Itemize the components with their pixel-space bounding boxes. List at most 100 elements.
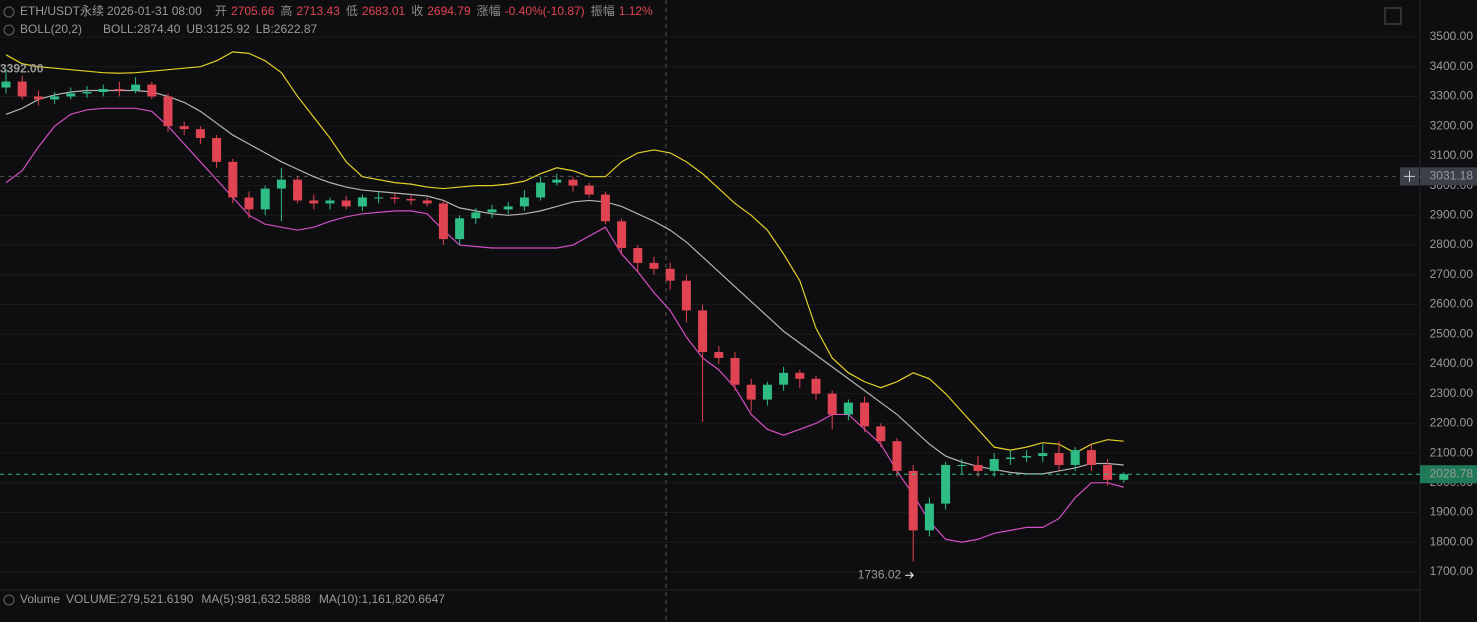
- volume-value: MA(5):981,632.5888: [201, 592, 311, 606]
- candle-body: [212, 138, 222, 162]
- candle-body: [1, 81, 11, 88]
- candle-body: [860, 402, 870, 427]
- field-label: 高: [280, 3, 292, 18]
- candle-body: [843, 402, 853, 415]
- candle-body: [228, 161, 238, 198]
- field-value: 2683.01: [362, 4, 406, 18]
- candle-body: [633, 248, 643, 263]
- candle-body: [471, 212, 481, 219]
- candle-body: [779, 372, 789, 385]
- candle-body: [600, 194, 610, 222]
- field-value: 2694.79: [427, 4, 471, 18]
- crosshair-tag: [1420, 167, 1477, 186]
- field-label: 低: [346, 4, 358, 18]
- candle-body: [811, 378, 821, 394]
- low-annotation: 1736.02: [858, 567, 902, 581]
- crosshair-label: 3031.18: [1430, 169, 1474, 183]
- y-tick-label: 3100.00: [1430, 148, 1474, 162]
- candle-body: [730, 357, 740, 385]
- candle-body: [795, 372, 805, 379]
- candle-body: [941, 464, 951, 504]
- collapse-icon[interactable]: [3, 594, 15, 606]
- candle-body: [50, 96, 60, 100]
- candle-body: [33, 96, 43, 100]
- arrow: [905, 571, 914, 579]
- y-tick-label: 2500.00: [1430, 326, 1474, 340]
- candle-body: [827, 393, 837, 415]
- last-price-tag: [1420, 465, 1477, 484]
- y-tick-label: 2800.00: [1430, 237, 1474, 251]
- expand-icon[interactable]: [1384, 7, 1402, 25]
- candle-body: [131, 84, 141, 91]
- candle-body: [503, 206, 513, 210]
- candle-body: [309, 200, 319, 204]
- y-tick-label: 1700.00: [1430, 564, 1474, 578]
- field-label: 收: [411, 4, 423, 18]
- candle-body: [681, 280, 691, 311]
- field-value: 2713.43: [296, 4, 340, 18]
- candle-body: [584, 185, 594, 195]
- collapse-icon[interactable]: [3, 24, 15, 36]
- candle-body: [1070, 450, 1080, 465]
- y-tick-label: 2600.00: [1430, 297, 1474, 311]
- last-price-label: 2028.78: [1430, 466, 1474, 480]
- candle-body: [374, 197, 384, 199]
- candle-body: [908, 470, 918, 531]
- time: 2026-01-31 08:00: [107, 4, 202, 18]
- candle-body: [617, 221, 627, 249]
- candle-body: [892, 441, 902, 471]
- y-tick-label: 2100.00: [1430, 445, 1474, 459]
- candle-body: [973, 464, 983, 471]
- field-label: 涨幅: [477, 3, 501, 18]
- candle-body: [163, 96, 173, 127]
- y-tick-label: 3300.00: [1430, 89, 1474, 103]
- candle-body: [1119, 474, 1129, 480]
- field-value: 1.12%: [619, 4, 653, 18]
- field-label: 振幅: [591, 3, 615, 18]
- field-value: 2705.66: [231, 4, 275, 18]
- candle-body: [438, 203, 448, 240]
- candle-body: [1005, 457, 1015, 460]
- candle-body: [390, 197, 400, 199]
- candle-body: [649, 262, 659, 269]
- y-tick-label: 3500.00: [1430, 29, 1474, 43]
- candle-body: [357, 197, 367, 207]
- candle-body: [714, 352, 724, 358]
- candle-body: [17, 81, 27, 97]
- candle-body: [1103, 464, 1113, 480]
- candle-body: [989, 459, 999, 471]
- indicator-value: UB:3125.92: [186, 22, 250, 36]
- plus-icon: [1404, 170, 1415, 182]
- field-value: -0.40%(-10.87): [505, 4, 585, 18]
- candle-body: [1038, 453, 1048, 457]
- candle-body: [195, 129, 205, 139]
- candle-body: [422, 200, 432, 204]
- candle-body: [276, 179, 286, 189]
- candle-body: [406, 198, 416, 201]
- candle-body: [66, 93, 76, 97]
- indicator-label: BOLL(20,2): [20, 22, 82, 36]
- candle-body: [698, 310, 708, 353]
- candle-body: [341, 200, 351, 207]
- y-tick-label: 3200.00: [1430, 118, 1474, 132]
- candle-body: [487, 209, 497, 213]
- symbol: ETH/USDT永续: [20, 4, 104, 18]
- y-tick-label: 2700.00: [1430, 267, 1474, 281]
- volume-value: MA(10):1,161,820.6647: [319, 592, 445, 606]
- candle-body: [568, 179, 578, 186]
- y-tick-label: 2400.00: [1430, 356, 1474, 370]
- y-tick-label: 1900.00: [1430, 505, 1474, 519]
- candle-body: [455, 218, 465, 240]
- candle-body: [924, 503, 934, 531]
- indicator-value: LB:2622.87: [256, 22, 318, 36]
- candle-body: [1022, 456, 1032, 458]
- high-annotation: 3392.00: [0, 61, 44, 75]
- candle-body: [536, 182, 546, 198]
- candle-body: [746, 384, 756, 400]
- candle-body: [98, 89, 108, 92]
- boll-line: [5, 107, 1124, 543]
- collapse-icon[interactable]: [3, 6, 15, 18]
- y-tick-label: 2900.00: [1430, 207, 1474, 221]
